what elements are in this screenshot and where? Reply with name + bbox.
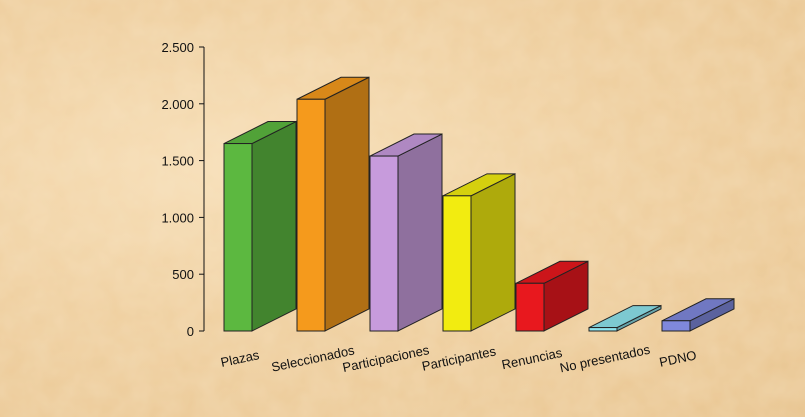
bar-front-face bbox=[661, 320, 691, 332]
bar-front-face bbox=[588, 327, 618, 332]
bar-side-face bbox=[324, 76, 370, 332]
bar-1 bbox=[223, 120, 297, 332]
bar-front-face bbox=[296, 98, 326, 332]
bar-front-face bbox=[515, 282, 545, 332]
bar-front-face bbox=[442, 195, 472, 332]
bar-front-face bbox=[223, 143, 253, 332]
bar-side-face bbox=[397, 133, 443, 332]
y-tick-label: 500 bbox=[172, 267, 194, 282]
bars bbox=[223, 76, 735, 332]
y-tick-label: 2.500 bbox=[161, 40, 194, 55]
bar-7 bbox=[661, 297, 735, 332]
bar-side-face bbox=[470, 173, 516, 332]
y-axis: 0 500 1.000 1.500 2.000 2.500 bbox=[161, 40, 205, 339]
y-tick-label: 0 bbox=[187, 324, 194, 339]
y-tick-label: 2.000 bbox=[161, 97, 194, 112]
bar-6 bbox=[588, 304, 662, 332]
bar-2 bbox=[296, 76, 370, 332]
y-tick-label: 1.500 bbox=[161, 154, 194, 169]
bar-4 bbox=[442, 173, 516, 332]
bar-3 bbox=[369, 133, 443, 332]
y-tick-label: 1.000 bbox=[161, 210, 194, 225]
bar-5 bbox=[515, 260, 589, 332]
bar-side-face bbox=[251, 120, 297, 332]
bar-front-face bbox=[369, 155, 399, 332]
